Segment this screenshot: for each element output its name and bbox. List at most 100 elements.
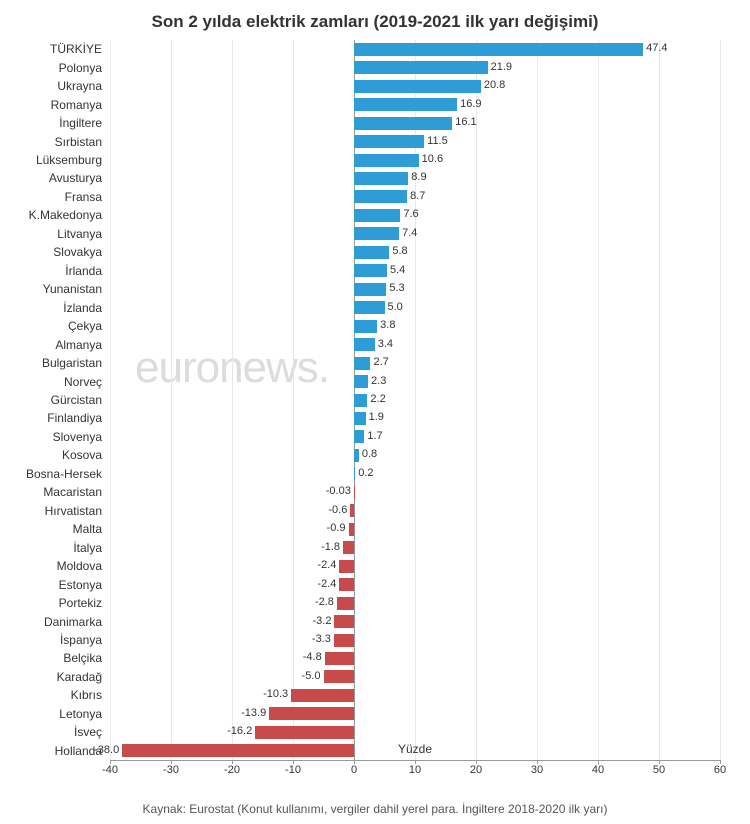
bar-value-label: 0.2 (358, 467, 373, 479)
bar-value-label: -0.6 (328, 504, 347, 516)
y-axis-label: İngiltere (0, 114, 106, 132)
y-axis-label: İzlanda (0, 299, 106, 317)
y-axis-label: İsveç (0, 723, 106, 741)
bar-row: 47.4 (110, 40, 720, 58)
bar (337, 597, 354, 610)
y-axis-label: Karadağ (0, 668, 106, 686)
bar-value-label: 5.3 (389, 282, 404, 294)
bar-value-label: 21.9 (491, 61, 512, 73)
y-axis-label: Portekiz (0, 594, 106, 612)
bar-value-label: 16.1 (455, 116, 476, 128)
bar (354, 98, 457, 111)
bar-value-label: 11.5 (427, 135, 448, 147)
source-text: Kaynak: Eurostat (Konut kullanımı, vergi… (0, 802, 750, 816)
y-axis-label: Finlandiya (0, 409, 106, 427)
bar-row: 1.9 (110, 409, 720, 427)
chart-title: Son 2 yılda elektrik zamları (2019-2021 … (0, 0, 750, 40)
bar-value-label: -10.3 (263, 688, 288, 700)
y-axis-label: Malta (0, 520, 106, 538)
bar-row: 8.7 (110, 188, 720, 206)
bar-row: -1.8 (110, 539, 720, 557)
x-tick-label: 10 (409, 764, 421, 776)
bar-value-label: 2.2 (370, 393, 385, 405)
bar (354, 61, 488, 74)
x-axis-title: Yüzde (110, 742, 720, 756)
bar-row: 11.5 (110, 133, 720, 151)
bar-row: -0.6 (110, 502, 720, 520)
bar (354, 394, 367, 407)
bar (291, 689, 354, 702)
bar-row: 0.2 (110, 465, 720, 483)
bar (354, 227, 399, 240)
y-axis-label: Norveç (0, 373, 106, 391)
y-axis-label: Polonya (0, 59, 106, 77)
bar-row: -13.9 (110, 705, 720, 723)
bar-value-label: -3.2 (313, 615, 332, 627)
bar-row: 1.7 (110, 428, 720, 446)
bar-value-label: -5.0 (302, 670, 321, 682)
y-axis-label: Hırvatistan (0, 502, 106, 520)
y-axis-label: TÜRKİYE (0, 40, 106, 58)
bar-row: 21.9 (110, 59, 720, 77)
bar (354, 375, 368, 388)
y-axis-label: Ukrayna (0, 77, 106, 95)
bar (354, 80, 481, 93)
bar (354, 43, 643, 56)
bar-row: -2.4 (110, 576, 720, 594)
bar (354, 357, 370, 370)
bar-value-label: 3.4 (378, 338, 393, 350)
bar-value-label: 2.7 (373, 356, 388, 368)
bar (354, 449, 359, 462)
bar-value-label: 20.8 (484, 79, 505, 91)
y-axis-label: Kosova (0, 446, 106, 464)
bar (354, 154, 419, 167)
bar (339, 560, 354, 573)
y-axis-label: Sırbistan (0, 133, 106, 151)
x-tick-label: 50 (653, 764, 665, 776)
y-axis-label: Belçika (0, 649, 106, 667)
bar-value-label: 8.9 (411, 171, 426, 183)
x-tick-label: 0 (351, 764, 357, 776)
bar-value-label: 8.7 (410, 190, 425, 202)
plot: euronews. 47.421.920.816.916.111.510.68.… (110, 40, 720, 760)
bar-row: 10.6 (110, 151, 720, 169)
bar (354, 467, 355, 480)
gridline (720, 40, 721, 760)
bar-row: 16.9 (110, 96, 720, 114)
bar (354, 283, 386, 296)
bar-row: 16.1 (110, 114, 720, 132)
bar (354, 338, 375, 351)
bar (354, 264, 387, 277)
bar-value-label: 2.3 (371, 375, 386, 387)
bar-row: 5.0 (110, 299, 720, 317)
chart-area: euronews. 47.421.920.816.916.111.510.68.… (110, 40, 720, 782)
x-tick-label: 60 (714, 764, 726, 776)
bar-row: -0.03 (110, 483, 720, 501)
y-axis-label: Romanya (0, 96, 106, 114)
bar-value-label: -4.8 (303, 651, 322, 663)
bar-value-label: 5.8 (392, 245, 407, 257)
bar-row: 8.9 (110, 169, 720, 187)
y-axis-label: Slovakya (0, 243, 106, 261)
y-axis-label: Slovenya (0, 428, 106, 446)
y-axis-label: Almanya (0, 336, 106, 354)
bar (354, 117, 452, 130)
y-axis-label: İrlanda (0, 262, 106, 280)
x-tick-label: -20 (224, 764, 240, 776)
y-axis-label: Bosna-Hersek (0, 465, 106, 483)
bar-value-label: 5.0 (388, 301, 403, 313)
bar-value-label: 0.8 (362, 448, 377, 460)
y-axis-label: Lüksemburg (0, 151, 106, 169)
bar-row: 2.3 (110, 373, 720, 391)
bar (269, 707, 354, 720)
bar (255, 726, 354, 739)
y-axis-label: Macaristan (0, 483, 106, 501)
bar (334, 615, 354, 628)
y-axis-label: Moldova (0, 557, 106, 575)
bar-value-label: -0.9 (327, 522, 346, 534)
bar (354, 412, 366, 425)
bar-row: -3.2 (110, 613, 720, 631)
bar-value-label: -16.2 (227, 725, 252, 737)
bar-value-label: -3.3 (312, 633, 331, 645)
y-axis-label: Gürcistan (0, 391, 106, 409)
